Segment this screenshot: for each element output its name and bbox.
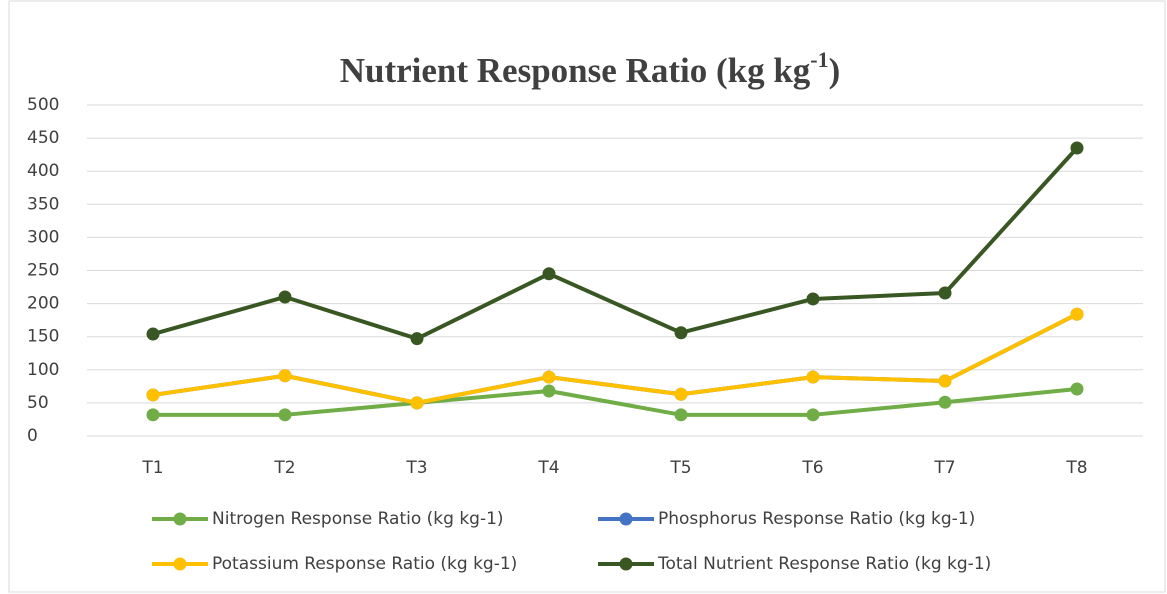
legend-marker [173, 557, 187, 571]
data-point [410, 396, 424, 410]
data-point [278, 290, 292, 304]
data-point [146, 408, 160, 422]
x-tick-label: T5 [669, 458, 691, 478]
data-point [542, 370, 556, 384]
data-point [938, 286, 952, 300]
data-point [938, 395, 952, 409]
x-tick-label: T2 [273, 458, 295, 478]
series-line [153, 387, 1078, 417]
y-tick-label: 0 [27, 426, 38, 446]
data-point [1070, 141, 1084, 155]
data-point [278, 369, 292, 383]
y-tick-label: 400 [27, 161, 59, 181]
legend-label: Phosphorus Response Ratio (kg kg-1) [658, 509, 975, 529]
series-line [152, 312, 1078, 405]
x-tick-label: T4 [537, 458, 559, 478]
y-tick-label: 500 [27, 95, 59, 115]
chart-title: Nutrient Response Ratio (kg kg-1) [340, 47, 841, 90]
data-point [806, 292, 820, 306]
x-tick-label: T7 [933, 458, 955, 478]
y-tick-label: 250 [27, 261, 59, 281]
data-point [278, 408, 292, 422]
legend-marker [619, 512, 633, 526]
data-point [1070, 382, 1084, 396]
y-tick-label: 300 [27, 227, 59, 247]
data-point [806, 370, 820, 384]
legend-marker [173, 512, 187, 526]
data-point [806, 408, 820, 422]
x-tick-label: T6 [801, 458, 823, 478]
data-point [1070, 307, 1084, 321]
series-line [152, 146, 1079, 341]
y-tick-label: 150 [27, 327, 59, 347]
y-tick-label: 100 [27, 360, 59, 380]
data-point [938, 374, 952, 388]
data-point [410, 332, 424, 346]
series-line [152, 312, 1078, 405]
data-point [542, 267, 556, 281]
y-tick-label: 50 [27, 393, 49, 413]
data-point [146, 388, 160, 402]
x-tick-label: T3 [405, 458, 427, 478]
chart-border [8, 0, 1166, 593]
legend-marker [619, 557, 633, 571]
y-tick-label: 200 [27, 294, 59, 314]
data-point [674, 387, 688, 401]
data-point [146, 327, 160, 341]
y-tick-label: 450 [27, 128, 59, 148]
y-tick-label: 350 [27, 194, 59, 214]
x-tick-label: T1 [141, 458, 163, 478]
data-point [542, 384, 556, 398]
data-point [674, 408, 688, 422]
legend-label: Potassium Response Ratio (kg kg-1) [212, 554, 517, 574]
legend-label: Total Nutrient Response Ratio (kg kg-1) [657, 554, 991, 574]
data-point [674, 326, 688, 340]
legend-label: Nitrogen Response Ratio (kg kg-1) [212, 509, 504, 529]
x-tick-label: T8 [1065, 458, 1087, 478]
